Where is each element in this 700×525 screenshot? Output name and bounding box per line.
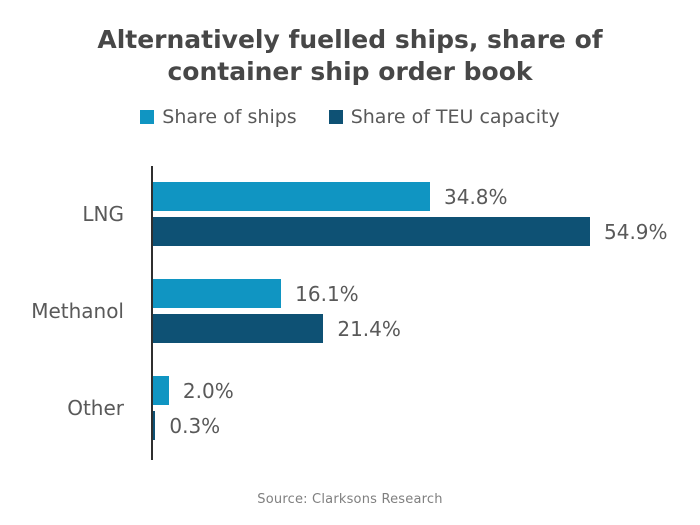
category-group: LNG 34.8% 54.9% [0,182,700,246]
legend: Share of ships Share of TEU capacity [0,106,700,128]
value-label: 0.3% [169,413,221,438]
bar [153,279,282,308]
chart-title-line-1: Alternatively fuelled ships, share of [97,25,603,54]
category-label: LNG [82,202,124,226]
plot-area: LNG 34.8% 54.9% Methanol 16.1% 21.4% Other 2.0%… [0,166,700,460]
category-group: Other 2.0% 0.3% [0,376,700,440]
bar [153,217,590,246]
bar-group: 16.1% 21.4% [151,279,700,343]
legend-item: Share of ships [140,106,297,128]
legend-item: Share of TEU capacity [328,106,560,128]
value-label: 34.8% [444,184,508,209]
y-axis-line [151,166,153,460]
bar-row: 2.0% [153,376,700,405]
legend-label: Share of ships [162,106,297,128]
bar-row: 54.9% [153,217,700,246]
value-label: 21.4% [337,316,401,341]
bar-group: 2.0% 0.3% [151,376,700,440]
bar-row: 0.3% [153,411,700,440]
bar-group: 34.8% 54.9% [151,182,700,246]
legend-swatch-icon [328,110,343,124]
bar [153,314,324,343]
bar [153,182,430,211]
legend-label: Share of TEU capacity [350,106,560,128]
legend-swatch-icon [140,110,155,124]
value-label: 54.9% [604,219,668,244]
plot-groups: LNG 34.8% 54.9% Methanol 16.1% 21.4% Other 2.0%… [0,166,700,440]
bar-row: 16.1% [153,279,700,308]
value-label: 2.0% [182,378,234,403]
bar [153,376,169,405]
value-label: 16.1% [295,281,359,306]
category-label: Other [67,396,124,420]
category-group: Methanol 16.1% 21.4% [0,279,700,343]
source-note: Source: Clarksons Research [257,492,443,507]
chart-title-line-2: container ship order book [167,56,533,86]
bar-row: 34.8% [153,182,700,211]
category-label: Methanol [31,299,124,323]
chart-title: Alternatively fuelled ships, share of co… [0,24,700,87]
bar-row: 21.4% [153,314,700,343]
bar [153,411,156,440]
